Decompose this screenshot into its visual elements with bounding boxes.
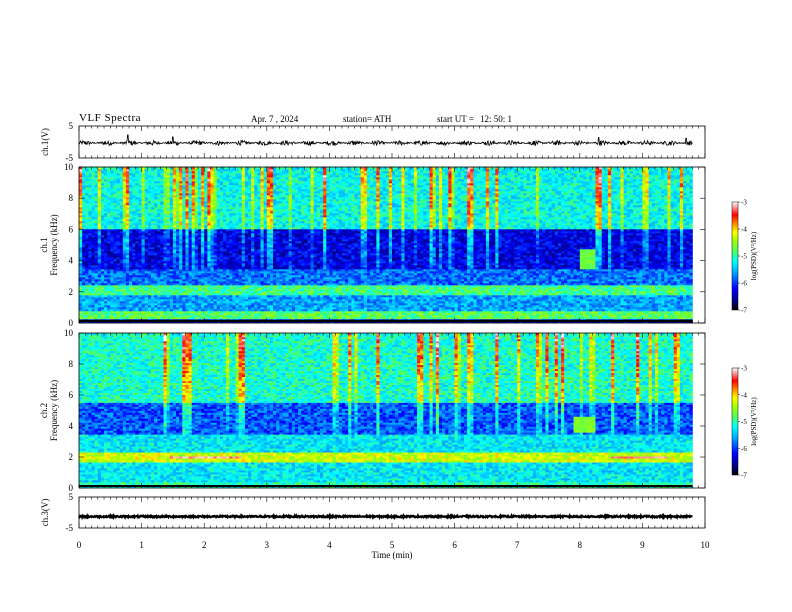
ch2-spectrogram-ytick-3: 6 [69,390,74,400]
x-tick-label-9: 9 [640,540,645,550]
ch1-waveform-panel: 5-5ch.1(V) [40,121,705,163]
ch2-colorbar-tick-4: -7 [741,472,747,480]
ch1-colorbar-tick-4: -7 [741,307,747,315]
ch2-colorbar-bar [732,368,738,475]
x-tick-label-6: 6 [452,540,457,550]
ch3-waveform-x-ticks [79,497,705,528]
ch2-spectrogram-image [79,333,693,488]
ch2-spectrogram-ytick-5: 10 [64,328,74,338]
ch2-spectrogram-ytick-1: 2 [69,452,74,462]
ch1-spectrogram-ytick-3: 6 [69,224,74,234]
ch1-colorbar-tick-0: -3 [741,199,747,207]
x-tick-label-1: 1 [139,540,144,550]
ch1-spectrogram-ytick-5: 10 [64,162,74,172]
ch2-colorbar-label: log(PSD)(V²/Hz) [750,397,758,446]
ch1-colorbar-tick-2: -5 [741,253,747,261]
x-tick-label-10: 10 [701,540,711,550]
ch3-waveform-panel: 5 -5 ch.3(V) 0 1 2 3 4 5 6 7 8 9 10 Time (min) [40,492,710,560]
ch1-spectrogram-ytick-2: 4 [69,256,74,266]
ch2-colorbar-tick-3: -6 [741,445,747,453]
ch2-spectrogram-ytick-4: 8 [69,359,74,369]
ch3-waveform-ytick-0: 5 [69,492,74,502]
ch1-colorbar-bar [732,202,738,310]
ch1-spectrogram-image [79,167,693,323]
ch2-colorbar-tick-2: -5 [741,418,747,426]
ch1-colorbar-label: log(PSD)(V²/Hz) [750,231,758,280]
ch3-waveform-ytick-1: -5 [66,523,74,533]
ch2-spectrogram-ylabel: ch.2Frequency (kHz) [39,380,59,441]
x-tick-label-0: 0 [77,540,82,550]
x-tick-label-7: 7 [515,540,520,550]
ch2-colorbar-tick-1: -4 [741,391,747,399]
ch1-waveform-ytick-0: 5 [69,121,74,131]
ch2-colorbar-tick-0: -3 [741,365,747,373]
ch1-colorbar-tick-1: -4 [741,226,747,234]
x-tick-label-5: 5 [390,540,395,550]
ch1-spectrogram-ytick-4: 8 [69,193,74,203]
x-tick-label-8: 8 [578,540,583,550]
ch2-spectrogram-ytick-2: 4 [69,421,74,431]
ch2-colorbar: -3 -4 -5 -6 -7 log(PSD)(V²/Hz) [732,365,758,480]
ch3-waveform-ylabel: ch.3(V) [40,499,50,527]
ch1-spectrogram-ytick-1: 2 [69,287,74,297]
ch1-colorbar: -3 -4 -5 -6 -7 log(PSD)(V²/Hz) [732,199,758,315]
ch1-spectrogram-panel: 0 2 4 6 8 10 ch.1Frequency (kHz) [39,162,705,328]
ch1-colorbar-tick-3: -6 [741,280,747,288]
ch1-spectrogram-ytick-0: 0 [69,318,74,328]
x-tick-label-4: 4 [327,540,332,550]
ch1-waveform-trace [79,135,692,146]
ch1-spectrogram-ylabel: ch.1Frequency (kHz) [39,214,59,275]
ch1-waveform-ylabel: ch.1(V) [40,128,50,156]
x-axis-label: Time (min) [372,550,413,560]
ch1-waveform-x-ticks [79,126,705,158]
x-tick-label-3: 3 [265,540,270,550]
ch3-waveform-trace [79,516,692,518]
x-tick-label-2: 2 [202,540,207,550]
